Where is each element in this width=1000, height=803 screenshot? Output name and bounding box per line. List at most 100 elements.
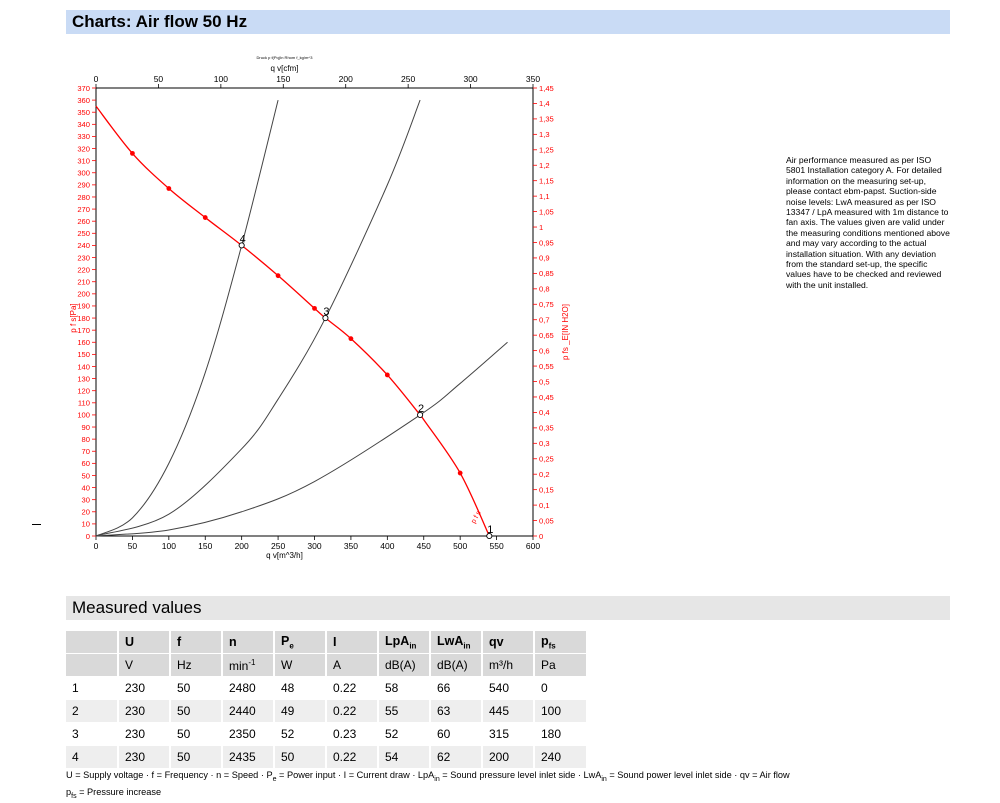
y-right-tick-label: 0,9	[539, 254, 550, 263]
table-unit-cell: Hz	[169, 653, 222, 677]
y-right-tick-label: 0,7	[539, 316, 550, 325]
operating-point-label: 4	[240, 233, 246, 245]
y-right-tick-label: 0,45	[539, 393, 554, 402]
table-unit-cell: min-1	[221, 653, 274, 677]
y-right-tick-label: 0,4	[539, 408, 550, 417]
y-tick-label: 290	[77, 181, 90, 190]
y-tick-label: 240	[77, 241, 90, 250]
table-header-cell: qv	[481, 631, 534, 654]
y-tick-label: 120	[77, 387, 90, 396]
y-tick-label: 100	[77, 411, 90, 420]
table-cell: 230	[117, 676, 170, 700]
y-right-tick-label: 0,1	[539, 501, 550, 510]
table-cell: 445	[481, 699, 534, 723]
fan-curve-marker	[348, 336, 354, 342]
table-cell: 2350	[221, 722, 274, 746]
table-cell: 54	[377, 745, 430, 768]
y-right-tick-label: 0,35	[539, 424, 554, 433]
y-tick-label: 320	[77, 144, 90, 153]
y-tick-label: 350	[77, 108, 90, 117]
table-cell: 50	[169, 699, 222, 723]
y-right-tick-label: 0,25	[539, 455, 554, 464]
y-tick-label: 80	[82, 435, 90, 444]
y-tick-label: 190	[77, 302, 90, 311]
plot-frame	[95, 87, 534, 537]
table-cell: 49	[273, 699, 326, 723]
y-tick-label: 180	[77, 314, 90, 323]
table-cell: 3	[66, 722, 118, 746]
x-top-tick-label: 100	[214, 74, 228, 84]
table-cell: 540	[481, 676, 534, 700]
y-right-tick-label: 1	[539, 223, 543, 232]
x-top-tick-label: 350	[526, 74, 540, 84]
x-top-tick-label: 300	[463, 74, 477, 84]
x-top-tick-label: 50	[154, 74, 164, 84]
table-row: 2 230 50 2440 49 0.22 55 63 445 100	[66, 699, 586, 723]
table-cell: 50	[169, 676, 222, 700]
y-tick-label: 200	[77, 290, 90, 299]
table-unit-cell: Pa	[533, 653, 586, 677]
table-unit-cell: A	[325, 653, 378, 677]
y-tick-label: 220	[77, 265, 90, 274]
table-cell: 52	[377, 722, 430, 746]
table-cell: 230	[117, 745, 170, 768]
y-tick-label: 40	[82, 483, 90, 492]
y-tick-label: 30	[82, 495, 90, 504]
x-tick-label: 400	[380, 541, 394, 551]
table-cell: 100	[533, 699, 586, 723]
x-tick-label: 350	[344, 541, 358, 551]
y-tick-label: 310	[77, 156, 90, 165]
y-right-tick-label: 1,3	[539, 130, 550, 139]
x-tick-label: 450	[417, 541, 431, 551]
table-cell: 48	[273, 676, 326, 700]
table-unit-cell: W	[273, 653, 326, 677]
dash-mark	[32, 524, 41, 525]
table-header-cell: f	[169, 631, 222, 654]
y-tick-label: 210	[77, 278, 90, 287]
table-cell: 50	[169, 722, 222, 746]
y-tick-label: 0	[86, 532, 90, 541]
y-right-tick-label: 1,15	[539, 176, 554, 185]
table-cell: 1	[66, 676, 118, 700]
operating-point	[417, 411, 424, 418]
fan-curve-marker	[275, 273, 281, 279]
table-cell: 63	[429, 699, 482, 723]
y-tick-label: 90	[82, 423, 90, 432]
x-top-tick-label: 200	[339, 74, 353, 84]
y-right-tick-label: 0,75	[539, 300, 554, 309]
fan-curve-marker	[202, 215, 208, 220]
y-right-tick-label: 0,15	[539, 485, 554, 494]
y-tick-label: 130	[77, 374, 90, 383]
table-cell: 62	[429, 745, 482, 768]
measured-section-title: Measured values	[66, 596, 950, 620]
x-tick-label: 200	[235, 541, 249, 551]
legend-line-2: pfs = Pressure increase	[66, 786, 162, 800]
y-right-tick-label: 0,55	[539, 362, 554, 371]
operating-point-label: 3	[323, 306, 329, 318]
table-unit-cell: V	[117, 653, 170, 677]
table-header-cell: pfs	[533, 631, 586, 654]
measurement-note: Air performance measured as per ISO 5801…	[786, 155, 950, 290]
y-right-tick-label: 1,2	[539, 161, 550, 170]
table-row: 1 230 50 2480 48 0.22 58 66 540 0	[66, 676, 586, 700]
x-tick-label: 500	[453, 541, 467, 551]
table-cell: 2440	[221, 699, 274, 723]
x-tick-label: 550	[489, 541, 503, 551]
operating-point	[486, 532, 493, 540]
table-cell: 0.22	[325, 699, 378, 723]
table-cell: 240	[533, 745, 586, 768]
y-right-tick-label: 0,95	[539, 238, 554, 247]
table-cell: 4	[66, 745, 118, 768]
y-right-tick-label: 0,6	[539, 346, 550, 355]
x-axis-label: q v[m^3/h]	[266, 551, 303, 560]
abbreviation-legend: U = Supply voltage · f = Frequency · n =…	[66, 769, 790, 803]
table-cell: 230	[117, 699, 170, 723]
table-cell: 315	[481, 722, 534, 746]
table-cell: 0.22	[325, 745, 378, 768]
y-right-tick-label: 1,45	[539, 84, 554, 93]
table-cell: 2435	[221, 745, 274, 768]
fan-curve-marker	[166, 186, 172, 191]
y-tick-label: 250	[77, 229, 90, 238]
